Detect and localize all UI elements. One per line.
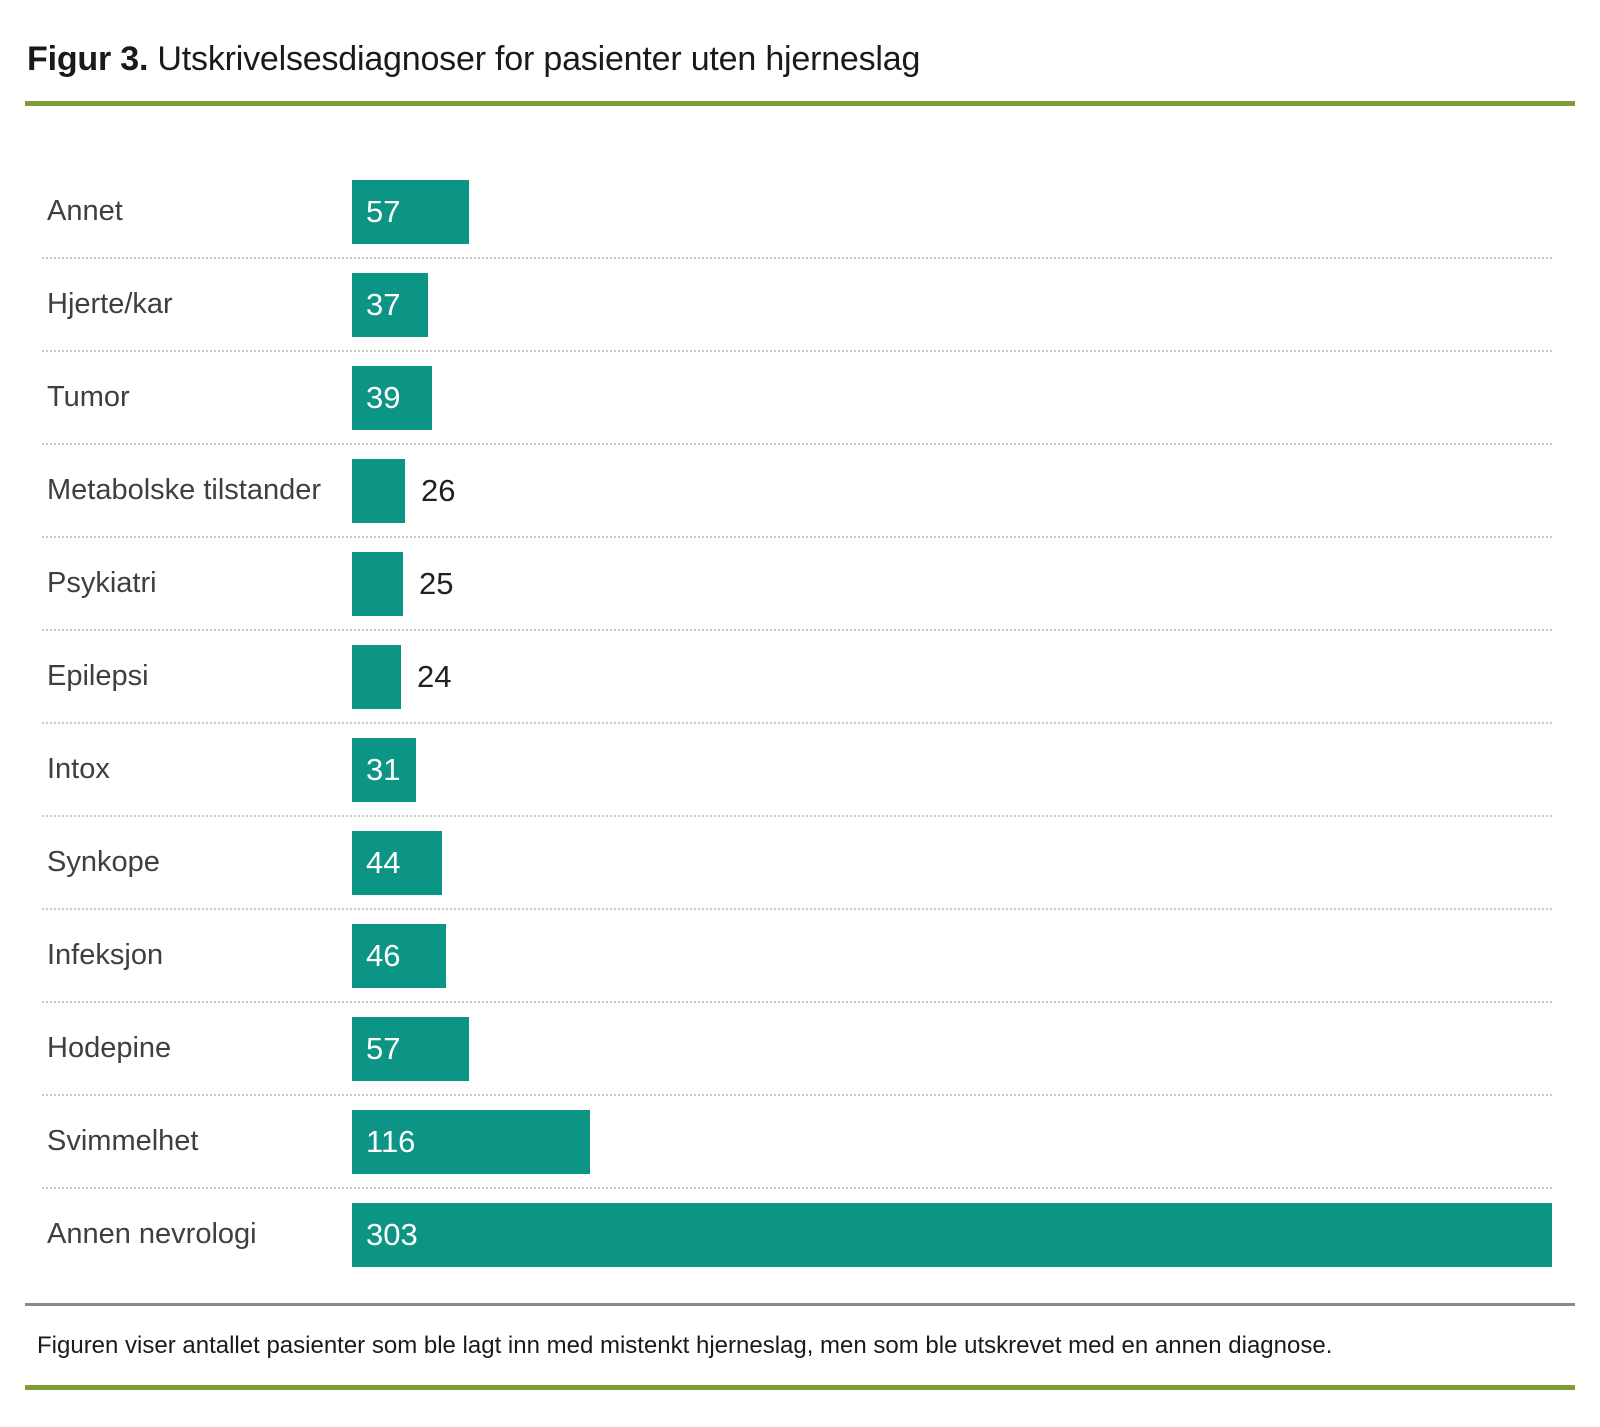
value-label-inside: 116 [366,1123,416,1159]
chart-row: Annen nevrologi 303 [42,1187,1552,1280]
bar: 303 [352,1202,1552,1267]
category-label: Intox [47,753,110,785]
chart-row: Infeksjon 46 [42,908,1552,1001]
bar: 46 [352,923,446,988]
accent-rule-top [25,101,1575,106]
bar-area: 31 [352,737,1552,802]
bar-area: 39 [352,365,1552,430]
chart-row: Svimmelhet 116 [42,1094,1552,1187]
chart-row: Psykiatri 25 [42,536,1552,629]
figure-title-text: Utskrivelsesdiagnoser for pasienter uten… [148,40,921,78]
divider-rule [25,1303,1575,1306]
accent-rule-bottom [25,1385,1575,1390]
bar-area: 26 [352,458,1552,523]
bar-area: 46 [352,923,1552,988]
category-label: Hodepine [47,1032,172,1064]
value-label-outside: 25 [419,565,454,601]
bar [352,644,401,709]
figure-number: Figur 3. [27,40,149,78]
bar-area: 57 [352,1016,1552,1081]
bar: 39 [352,365,432,430]
chart-row: Hjerte/kar 37 [42,257,1552,350]
category-label: Hjerte/kar [47,288,173,320]
value-label-inside: 31 [366,751,401,787]
bar-area: 57 [352,179,1552,244]
bar-area: 44 [352,830,1552,895]
bar [352,551,403,616]
value-label-inside: 57 [366,193,401,229]
chart-row: Synkope 44 [42,815,1552,908]
category-label: Psykiatri [47,567,157,599]
category-label: Infeksjon [47,939,164,971]
value-label-inside: 44 [366,844,401,880]
category-label: Tumor [47,381,130,413]
bar: 44 [352,830,442,895]
value-label-outside: 26 [421,472,456,508]
category-label: Annen nevrologi [47,1218,257,1250]
value-label-inside: 39 [366,379,401,415]
bar: 57 [352,179,469,244]
bar-chart: Annet 57 Hjerte/kar 37 Tumor 39 [42,166,1552,1280]
chart-row: Epilepsi 24 [42,629,1552,722]
chart-row: Intox 31 [42,722,1552,815]
category-label: Synkope [47,846,160,878]
category-label: Svimmelhet [47,1125,199,1157]
chart-row: Hodepine 57 [42,1001,1552,1094]
bar-area: 37 [352,272,1552,337]
value-label-inside: 57 [366,1030,401,1066]
bar: 31 [352,737,416,802]
bar: 57 [352,1016,469,1081]
bar: 37 [352,272,428,337]
chart-row: Metabolske tilstander 26 [42,443,1552,536]
bar-area: 116 [352,1109,1552,1174]
value-label-inside: 303 [366,1216,418,1252]
bar: 116 [352,1109,590,1174]
chart-row: Annet 57 [42,166,1552,257]
category-label: Epilepsi [47,660,149,692]
bar-area: 25 [352,551,1552,616]
value-label-outside: 24 [417,658,452,694]
bar-area: 24 [352,644,1552,709]
value-label-inside: 46 [366,937,401,973]
chart-row: Tumor 39 [42,350,1552,443]
bar-area: 303 [352,1202,1552,1267]
category-label: Metabolske tilstander [47,474,322,506]
figure-title: Figur 3. Utskrivelsesdiagnoser for pasie… [27,40,920,79]
category-label: Annet [47,195,123,227]
figure-caption: Figuren viser antallet pasienter som ble… [37,1332,1333,1359]
value-label-inside: 37 [366,286,401,322]
bar [352,458,405,523]
